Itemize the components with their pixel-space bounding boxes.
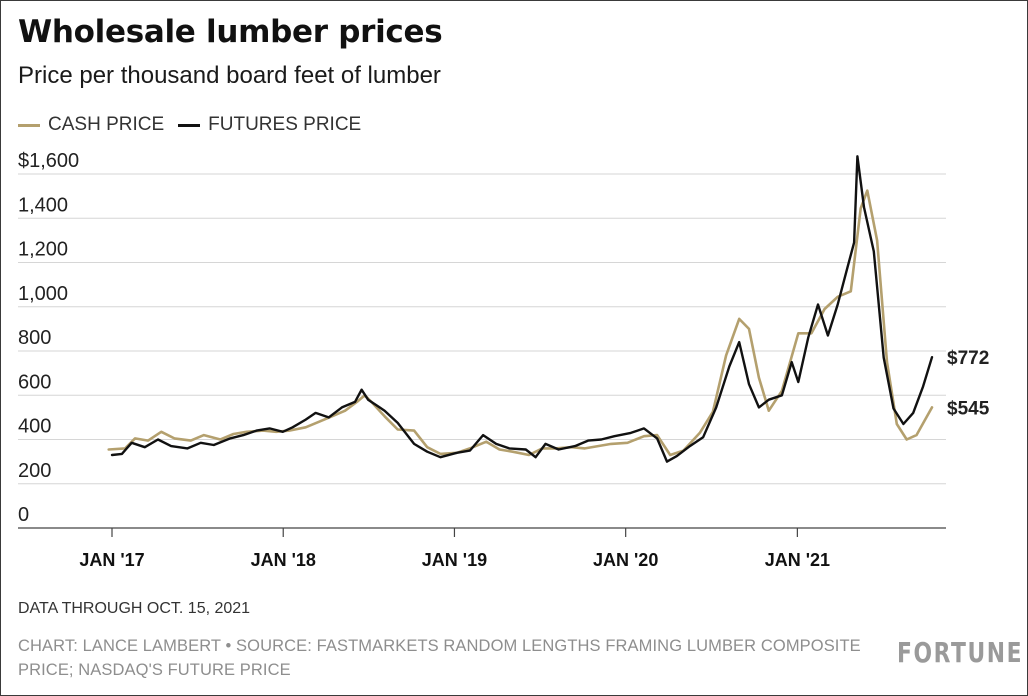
x-tick-label: JAN '21 (765, 550, 830, 570)
gridlines (18, 173, 946, 529)
legend-label-futures: FUTURES PRICE (208, 114, 362, 135)
legend-item-futures: FUTURES PRICE (178, 114, 361, 136)
series-line-cash-price (107, 189, 934, 457)
series-lines (107, 155, 934, 463)
fortune-logo: FORTUNE (897, 636, 1024, 669)
legend-label-cash: CASH PRICE (48, 114, 165, 135)
x-tick-label: JAN '18 (251, 550, 316, 570)
x-axis: JAN '17 JAN '18 JAN '19 JAN '20 JAN '21 (79, 528, 830, 570)
x-tick-label: JAN '17 (79, 550, 144, 570)
y-tick-label: $1,600 (18, 150, 79, 172)
series-line-futures-price (110, 155, 934, 463)
y-tick-label: 800 (18, 327, 51, 349)
y-axis-labels: 0 200 400 600 800 1,000 1,200 1,400 $1,600 (18, 150, 79, 526)
legend-swatch-futures (178, 123, 201, 127)
legend-swatch-cash (18, 123, 40, 127)
y-tick-label: 1,000 (18, 283, 68, 305)
chart-subtitle: Price per thousand board feet of lumber (18, 62, 441, 89)
y-tick-label: 1,200 (18, 239, 68, 261)
y-tick-label: 600 (18, 371, 51, 393)
y-tick-label: 1,400 (18, 194, 68, 216)
source-credit: CHART: LANCE LAMBERT • SOURCE: FASTMARKE… (18, 637, 861, 679)
x-tick-label: JAN '19 (422, 550, 487, 570)
chart-legend: CASH PRICE FUTURES PRICE (18, 114, 375, 136)
y-tick-label: 0 (18, 504, 29, 526)
data-through-note: DATA THROUGH OCT. 15, 2021 (18, 600, 251, 617)
end-label-cash-price: $545 (947, 398, 990, 419)
y-tick-label: 200 (18, 460, 51, 482)
legend-item-cash: CASH PRICE (18, 114, 164, 136)
y-tick-label: 400 (18, 416, 51, 438)
end-label-futures-price: $772 (947, 348, 989, 369)
x-tick-label: JAN '20 (593, 550, 658, 570)
chart-title: Wholesale lumber prices (18, 14, 443, 50)
end-value-labels: $772 $545 (947, 348, 990, 419)
